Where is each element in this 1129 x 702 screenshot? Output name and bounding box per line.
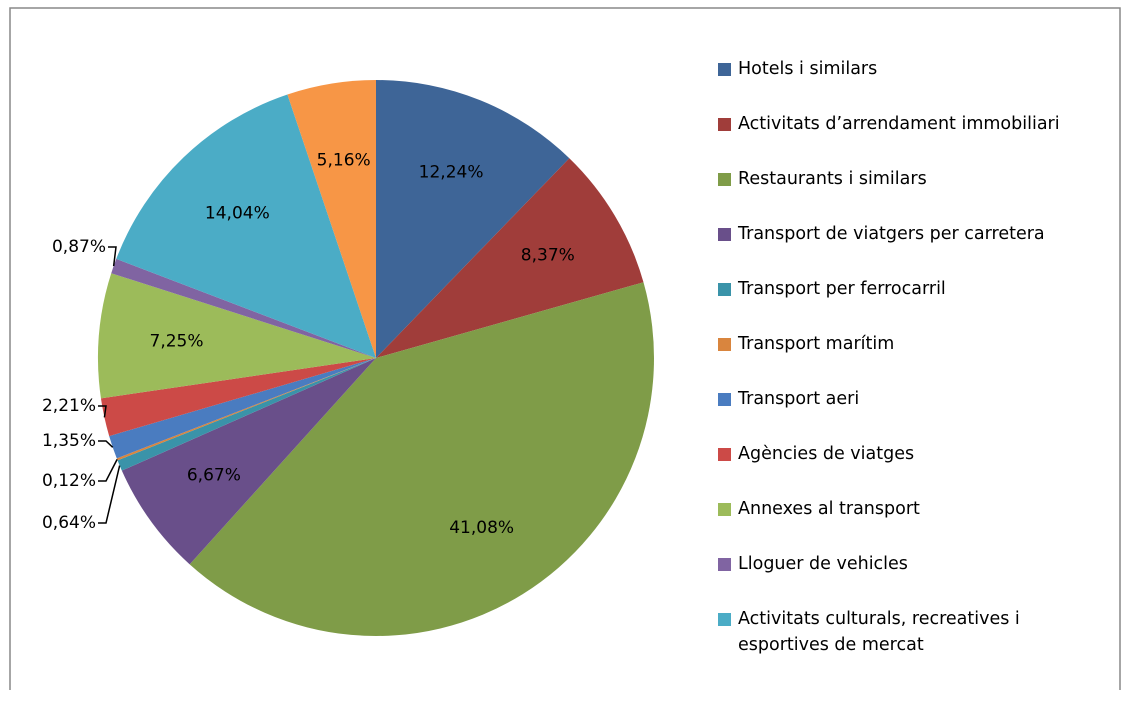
legend: Hotels i similars Activitats d’arrendamen… — [718, 56, 1098, 687]
legend-item: Transport per ferrocarril — [718, 276, 1098, 302]
leader-line — [98, 440, 114, 448]
legend-label: Transport aeri — [738, 389, 860, 409]
data-label: 5,16% — [317, 150, 371, 170]
legend-swatch — [718, 228, 731, 241]
data-label: 7,25% — [150, 332, 204, 352]
legend-swatch — [718, 503, 731, 516]
legend-label: Activitats d’arrendament immobiliari — [738, 114, 1060, 134]
pie-slice — [376, 158, 644, 358]
legend-label: Hotels i similars — [738, 59, 878, 79]
pie-slice — [116, 358, 376, 461]
pie-slice — [376, 80, 570, 358]
data-label: 6,67% — [187, 465, 241, 485]
data-label: 0,87% — [52, 237, 106, 257]
leader-line — [98, 459, 118, 482]
legend-item: Transport aeri — [718, 386, 1098, 412]
leader-line — [98, 465, 121, 524]
data-label: 0,12% — [42, 471, 96, 491]
legend-item: Hotels i similars — [718, 56, 1098, 82]
data-label: 41,08% — [449, 518, 514, 538]
leader-line — [108, 246, 117, 267]
legend-swatch — [718, 338, 731, 351]
legend-item: Transport de viatgers per carretera — [718, 221, 1098, 247]
pie-slice — [189, 282, 654, 637]
pie-slice — [287, 80, 376, 358]
pie-slice — [117, 358, 376, 471]
data-label: 8,37% — [521, 245, 575, 265]
legend-item: Activitats culturals, recreatives i espo… — [718, 606, 1098, 658]
pie-slice — [109, 358, 376, 459]
legend-item: Lloguer de vehicles — [718, 551, 1098, 577]
legend-label: Activitats culturals, recreatives i espo… — [738, 609, 1020, 655]
legend-label: Transport marítim — [738, 334, 895, 354]
legend-item: Activitats d’arrendament immobiliari — [718, 111, 1098, 137]
frame — [9, 7, 1121, 690]
pie-slice — [111, 258, 376, 358]
legend-label: Transport de viatgers per carretera — [738, 224, 1045, 244]
legend-swatch — [718, 613, 731, 626]
data-label: 14,04% — [205, 204, 270, 224]
pie-slice — [98, 273, 377, 399]
data-label: 1,35% — [42, 431, 96, 451]
legend-label: Agències de viatges — [738, 444, 915, 464]
pie-slice — [121, 358, 376, 565]
data-label: 0,64% — [42, 513, 96, 533]
legend-swatch — [718, 283, 731, 296]
legend-label: Restaurants i similars — [738, 169, 927, 189]
legend-swatch — [718, 558, 731, 571]
legend-item: Restaurants i similars — [718, 166, 1098, 192]
legend-item: Agències de viatges — [718, 441, 1098, 467]
data-label: 12,24% — [419, 162, 484, 182]
legend-label: Annexes al transport — [738, 499, 920, 519]
legend-swatch — [718, 393, 731, 406]
legend-label: Transport per ferrocarril — [738, 279, 946, 299]
pie-slice — [116, 94, 376, 358]
pie-slice — [100, 358, 376, 437]
data-label: 2,21% — [42, 396, 96, 416]
legend-swatch — [718, 63, 731, 76]
legend-label: Lloguer de vehicles — [738, 554, 908, 574]
legend-item: Transport marítim — [718, 331, 1098, 357]
legend-swatch — [718, 118, 731, 131]
leader-line — [98, 405, 107, 418]
legend-item: Annexes al transport — [718, 496, 1098, 522]
legend-swatch — [718, 173, 731, 186]
legend-swatch — [718, 448, 731, 461]
